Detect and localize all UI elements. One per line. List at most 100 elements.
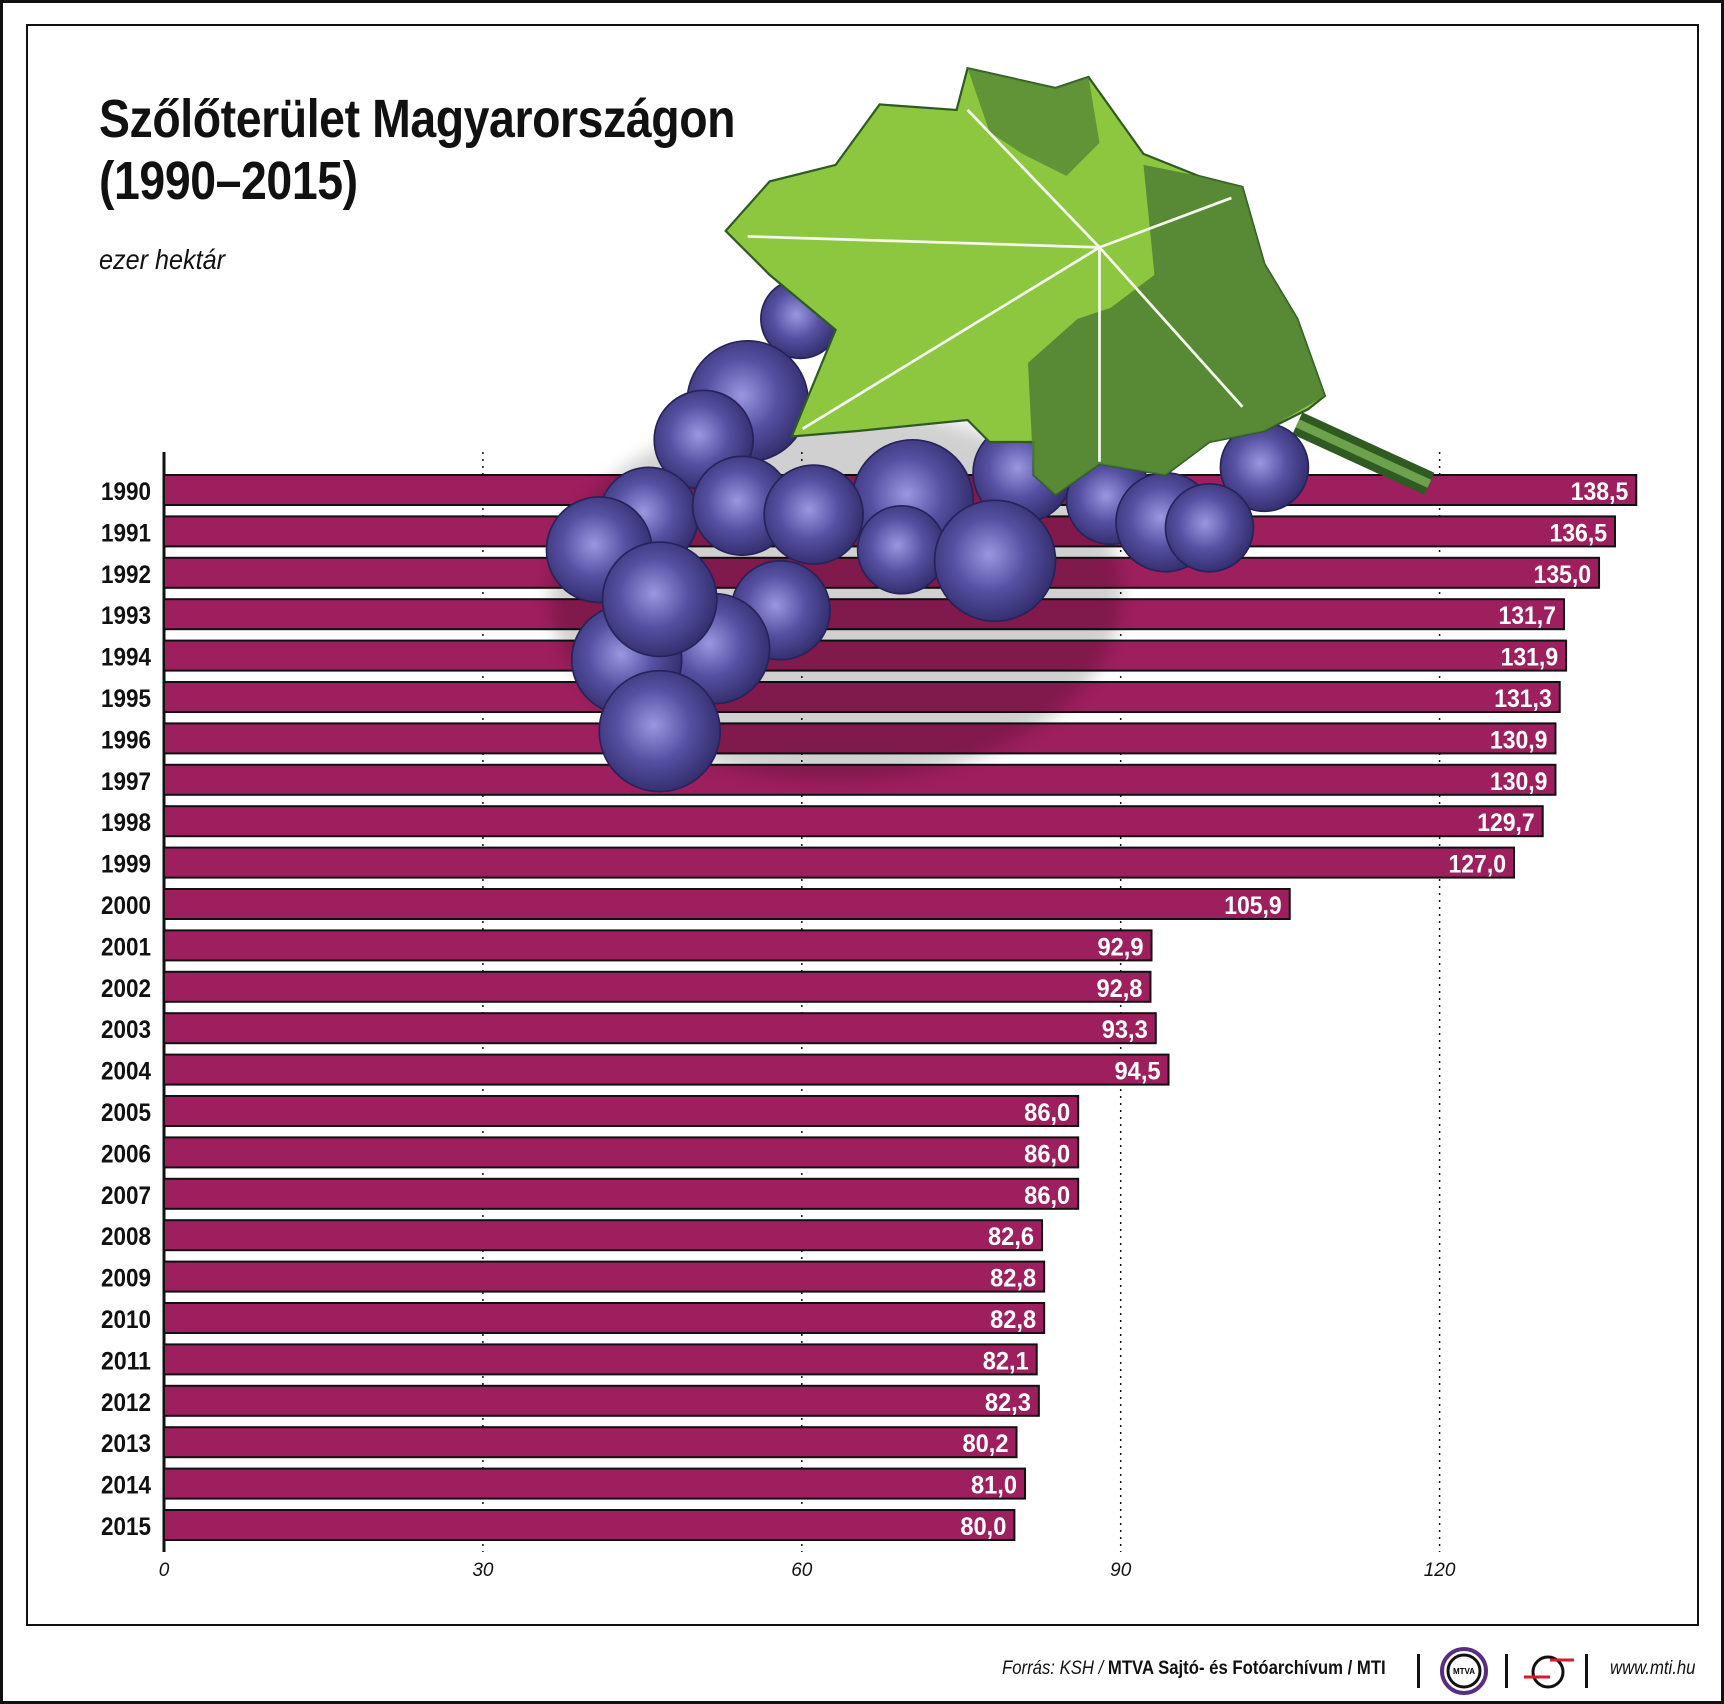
year-label-1997: 1997 [101, 768, 151, 796]
x-tick-label: 0 [159, 1560, 170, 1581]
x-tick-label: 120 [1424, 1560, 1456, 1581]
value-label-1994: 131,9 [1501, 644, 1559, 672]
leaf-shade [967, 68, 1100, 176]
year-label-2010: 2010 [101, 1306, 151, 1334]
mtva-logo-icon: MTVA [1440, 1647, 1488, 1695]
value-label-2007: 86,0 [1024, 1182, 1070, 1210]
grape-illustration [545, 66, 1435, 793]
bar-1998 [163, 805, 1544, 838]
year-label-2005: 2005 [101, 1099, 151, 1127]
value-label-2011: 82,1 [983, 1347, 1029, 1375]
year-label-1999: 1999 [101, 851, 151, 879]
title-line-2: (1990–2015) [99, 151, 358, 211]
value-label-2015: 80,0 [960, 1513, 1006, 1541]
grape-icon [1164, 482, 1255, 573]
year-label-2003: 2003 [101, 1016, 151, 1044]
year-label-2015: 2015 [101, 1513, 151, 1541]
bar-2008 [163, 1219, 1044, 1252]
separator [1417, 1654, 1420, 1688]
bar-2000 [163, 888, 1291, 920]
source-credit: MTVA Sajtó- és Fotóarchívum / MTI [1107, 1658, 1386, 1679]
bar-2014 [163, 1467, 1027, 1500]
year-label-1996: 1996 [101, 726, 151, 754]
chart-frame [26, 24, 1699, 1626]
source-text: Forrás: KSH / MTVA Sajtó- és Fotóarchívu… [1002, 1658, 1386, 1680]
bar-2007 [163, 1177, 1080, 1210]
year-label-2001: 2001 [101, 933, 151, 961]
bar-2003 [163, 1012, 1157, 1045]
chart-title: Szőlőterület Magyarországon (1990–2015) [99, 88, 736, 212]
grape-icon [763, 464, 864, 565]
bar-2001 [163, 929, 1153, 962]
value-label-2002: 92,8 [1096, 975, 1142, 1003]
source-prefix: Forrás: KSH / [1002, 1658, 1108, 1679]
year-label-2011: 2011 [101, 1347, 151, 1375]
mti-logo-icon [1524, 1655, 1574, 1689]
value-label-1992: 135,0 [1534, 561, 1592, 589]
leaf-vein [1098, 246, 1244, 408]
grape-icon [933, 499, 1057, 623]
value-label-2004: 94,5 [1115, 1058, 1161, 1086]
bar-2010 [163, 1302, 1046, 1334]
value-label-2008: 82,6 [988, 1223, 1034, 1251]
year-label-2004: 2004 [101, 1058, 151, 1086]
value-label-1999: 127,0 [1449, 851, 1507, 879]
year-label-1990: 1990 [101, 478, 151, 506]
value-label-2005: 86,0 [1024, 1099, 1070, 1127]
year-label-2006: 2006 [101, 1140, 151, 1168]
leaf-shade [1028, 164, 1325, 495]
bar-2005 [163, 1095, 1080, 1127]
bar-1999 [163, 846, 1516, 879]
year-label-2013: 2013 [101, 1430, 151, 1458]
year-label-1992: 1992 [101, 561, 151, 589]
bar-2013 [163, 1426, 1018, 1459]
year-label-1995: 1995 [101, 685, 151, 713]
value-label-2012: 82,3 [985, 1389, 1031, 1417]
value-label-1990: 138,5 [1571, 478, 1629, 506]
bar-2006 [163, 1136, 1080, 1169]
year-label-2008: 2008 [101, 1223, 151, 1251]
value-label-2000: 105,9 [1224, 892, 1282, 920]
value-label-1995: 131,3 [1494, 685, 1552, 713]
year-label-2009: 2009 [101, 1265, 151, 1293]
bar-2002 [163, 970, 1152, 1003]
x-tick-label: 60 [791, 1560, 813, 1581]
grape-icon [856, 504, 947, 595]
year-label-2002: 2002 [101, 975, 151, 1003]
bar-2011 [163, 1343, 1038, 1376]
value-label-1996: 130,9 [1490, 726, 1548, 754]
year-label-2014: 2014 [101, 1472, 151, 1500]
year-label-1998: 1998 [101, 809, 151, 837]
separator [1505, 1654, 1508, 1688]
stem-highlight [1295, 419, 1432, 488]
value-label-2001: 92,9 [1098, 933, 1144, 961]
year-label-1993: 1993 [101, 602, 151, 630]
leaf-vein [966, 108, 1101, 249]
value-label-2010: 82,8 [990, 1306, 1036, 1334]
chart-subtitle: ezer hektár [99, 244, 226, 275]
title-line-1: Szőlőterület Magyarországon [99, 89, 736, 149]
bar-2015 [163, 1509, 1016, 1541]
bar-2012 [163, 1384, 1040, 1417]
year-label-1991: 1991 [101, 519, 151, 547]
value-label-1998: 129,7 [1477, 809, 1535, 837]
value-label-1997: 130,9 [1490, 768, 1548, 796]
year-label-2007: 2007 [101, 1182, 151, 1210]
value-label-2003: 93,3 [1102, 1016, 1148, 1044]
year-label-2012: 2012 [101, 1389, 151, 1417]
value-label-2014: 81,0 [971, 1472, 1017, 1500]
value-label-1993: 131,7 [1498, 602, 1556, 630]
year-label-2000: 2000 [101, 892, 151, 920]
separator [1585, 1654, 1588, 1688]
footer: Forrás: KSH / MTVA Sajtó- és Fotóarchívu… [1000, 1647, 1700, 1695]
bar-2004 [163, 1053, 1170, 1086]
value-label-2006: 86,0 [1024, 1140, 1070, 1168]
grape-icon [601, 541, 718, 658]
leaf-vein [747, 235, 1100, 249]
leaf-vein [1099, 196, 1232, 249]
value-label-1991: 136,5 [1549, 519, 1607, 547]
value-label-2013: 80,2 [963, 1430, 1009, 1458]
grape-icon [598, 669, 721, 793]
